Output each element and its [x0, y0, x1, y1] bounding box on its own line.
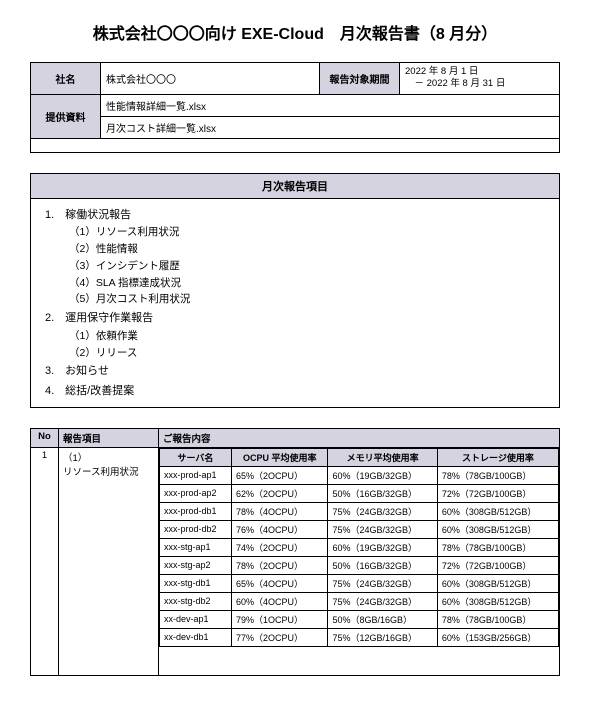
detail-item-line2: リソース利用状況: [63, 467, 139, 478]
table-cell-server: xxx-prod-ap1: [160, 466, 232, 484]
table-cell-memory: 75%（12GB/16GB）: [328, 628, 437, 646]
table-row: xxx-prod-ap262%（2OCPU）50%（16GB/32GB）72%（…: [160, 484, 559, 502]
agenda-body: 1. 稼働状況報告 （1）リソース利用状況 （2）性能情報 （3）インシデント履…: [31, 198, 560, 407]
table-row: xx-dev-ap179%（1OCPU）50%（8GB/16GB）78%（78G…: [160, 610, 559, 628]
period-line1: 2022 年 8 月 1 日: [405, 66, 478, 77]
table-row: xxx-stg-db260%（4OCPU）75%（24GB/32GB）60%（3…: [160, 592, 559, 610]
table-cell-server: xx-dev-ap1: [160, 610, 232, 628]
material-1: 性能情報詳細一覧.xlsx: [101, 94, 560, 116]
ocpu-col-header: OCPU 平均使用率: [231, 448, 328, 466]
table-cell-memory: 50%（8GB/16GB）: [328, 610, 437, 628]
table-cell-ocpu: 74%（2OCPU）: [231, 538, 328, 556]
table-cell-memory: 75%（24GB/32GB）: [328, 574, 437, 592]
table-cell-memory: 75%（24GB/32GB）: [328, 520, 437, 538]
agenda-item-3: 3. お知らせ: [45, 363, 549, 381]
table-cell-server: xxx-prod-db1: [160, 502, 232, 520]
period-label: 報告対象期間: [320, 63, 400, 95]
table-cell-ocpu: 78%（4OCPU）: [231, 502, 328, 520]
agenda-header: 月次報告項目: [31, 173, 560, 198]
table-cell-server: xxx-stg-ap2: [160, 556, 232, 574]
table-cell-ocpu: 78%（2OCPU）: [231, 556, 328, 574]
table-row: xxx-prod-db276%（4OCPU）75%（24GB/32GB）60%（…: [160, 520, 559, 538]
table-row: xx-dev-db177%（2OCPU）75%（12GB/16GB）60%（15…: [160, 628, 559, 646]
table-cell-ocpu: 65%（4OCPU）: [231, 574, 328, 592]
agenda-item-1-4: （4）SLA 指標達成状況: [69, 275, 549, 292]
table-cell-ocpu: 79%（1OCPU）: [231, 610, 328, 628]
table-cell-storage: 72%（72GB/100GB）: [437, 484, 558, 502]
table-cell-memory: 60%（19GB/32GB）: [328, 466, 437, 484]
table-cell-memory: 50%（16GB/32GB）: [328, 556, 437, 574]
detail-no-value: 1: [31, 447, 59, 675]
table-cell-server: xx-dev-db1: [160, 628, 232, 646]
table-cell-storage: 60%（308GB/512GB）: [437, 520, 558, 538]
agenda-item-1: 1. 稼働状況報告: [45, 207, 549, 225]
table-cell-storage: 78%（78GB/100GB）: [437, 610, 558, 628]
detail-item-value: （1） リソース利用状況: [59, 447, 159, 675]
table-cell-storage: 78%（78GB/100GB）: [437, 466, 558, 484]
detail-content-cell: サーバ名 OCPU 平均使用率 メモリ平均使用率 ストレージ使用率 xxx-pr…: [159, 447, 560, 675]
agenda-item-1-2: （2）性能情報: [69, 241, 549, 258]
table-cell-memory: 75%（24GB/32GB）: [328, 502, 437, 520]
table-row: xxx-prod-db178%（4OCPU）75%（24GB/32GB）60%（…: [160, 502, 559, 520]
company-value: 株式会社〇〇〇: [101, 63, 320, 95]
agenda-item-1-3: （3）インシデント履歴: [69, 258, 549, 275]
agenda-item-2-1: （1）依頼作業: [69, 328, 549, 345]
table-cell-storage: 78%（78GB/100GB）: [437, 538, 558, 556]
detail-no-header: No: [31, 428, 59, 447]
table-cell-server: xxx-stg-ap1: [160, 538, 232, 556]
detail-item-header: 報告項目: [59, 428, 159, 447]
table-cell-server: xxx-prod-db2: [160, 520, 232, 538]
period-value: 2022 年 8 月 1 日 － 2022 年 8 月 31 日: [400, 63, 560, 95]
agenda-item-2: 2. 運用保守作業報告: [45, 310, 549, 328]
agenda-item-4: 4. 総括/改善提案: [45, 383, 549, 401]
table-cell-memory: 60%（19GB/32GB）: [328, 538, 437, 556]
period-line2: － 2022 年 8 月 31 日: [405, 78, 505, 89]
table-cell-ocpu: 76%（4OCPU）: [231, 520, 328, 538]
table-cell-ocpu: 62%（2OCPU）: [231, 484, 328, 502]
detail-item-line1: （1）: [63, 453, 87, 464]
agenda-item-1-1: （1）リソース利用状況: [69, 224, 549, 241]
storage-col-header: ストレージ使用率: [437, 448, 558, 466]
table-cell-ocpu: 77%（2OCPU）: [231, 628, 328, 646]
table-cell-storage: 72%（72GB/100GB）: [437, 556, 558, 574]
document-title: 株式会社〇〇〇向け EXE-Cloud 月次報告書（8 月分）: [30, 20, 560, 44]
company-label: 社名: [31, 63, 101, 95]
table-cell-storage: 60%（153GB/256GB）: [437, 628, 558, 646]
agenda-item-2-2: （2）リリース: [69, 345, 549, 362]
table-cell-ocpu: 65%（2OCPU）: [231, 466, 328, 484]
table-row: xxx-prod-ap165%（2OCPU）60%（19GB/32GB）78%（…: [160, 466, 559, 484]
table-cell-memory: 75%（24GB/32GB）: [328, 592, 437, 610]
table-cell-storage: 60%（308GB/512GB）: [437, 574, 558, 592]
server-col-header: サーバ名: [160, 448, 232, 466]
table-cell-storage: 60%（308GB/512GB）: [437, 592, 558, 610]
agenda-item-1-5: （5）月次コスト利用状況: [69, 291, 549, 308]
table-cell-server: xxx-prod-ap2: [160, 484, 232, 502]
server-usage-table: サーバ名 OCPU 平均使用率 メモリ平均使用率 ストレージ使用率 xxx-pr…: [159, 448, 559, 647]
table-row: xxx-stg-ap278%（2OCPU）50%（16GB/32GB）72%（7…: [160, 556, 559, 574]
table-cell-ocpu: 60%（4OCPU）: [231, 592, 328, 610]
agenda-table: 月次報告項目 1. 稼働状況報告 （1）リソース利用状況 （2）性能情報 （3）…: [30, 173, 560, 408]
detail-content-header: ご報告内容: [159, 428, 560, 447]
materials-label: 提供資料: [31, 94, 101, 138]
info-blank-row: [31, 138, 560, 152]
table-row: xxx-stg-db165%（4OCPU）75%（24GB/32GB）60%（3…: [160, 574, 559, 592]
detail-table: No 報告項目 ご報告内容 1 （1） リソース利用状況 サーバ名 OCPU 平…: [30, 428, 560, 676]
memory-col-header: メモリ平均使用率: [328, 448, 437, 466]
table-cell-server: xxx-stg-db2: [160, 592, 232, 610]
table-cell-memory: 50%（16GB/32GB）: [328, 484, 437, 502]
table-cell-storage: 60%（308GB/512GB）: [437, 502, 558, 520]
table-cell-server: xxx-stg-db1: [160, 574, 232, 592]
table-row: xxx-stg-ap174%（2OCPU）60%（19GB/32GB）78%（7…: [160, 538, 559, 556]
info-table: 社名 株式会社〇〇〇 報告対象期間 2022 年 8 月 1 日 － 2022 …: [30, 62, 560, 153]
material-2: 月次コスト詳細一覧.xlsx: [101, 116, 560, 138]
